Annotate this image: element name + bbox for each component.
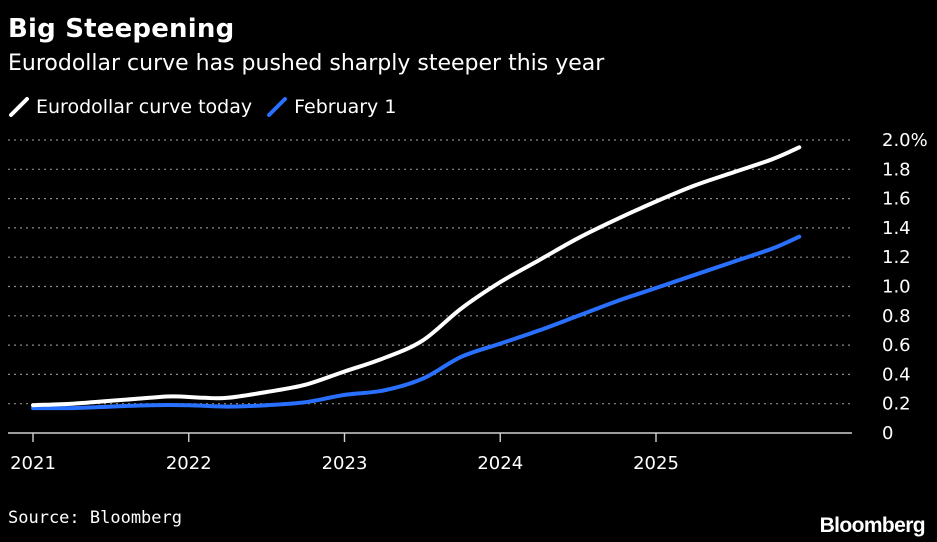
legend-swatch-feb bbox=[267, 97, 288, 117]
x-tick-label: 2023 bbox=[322, 453, 368, 474]
chart-subtitle: Eurodollar curve has pushed sharply stee… bbox=[8, 51, 605, 76]
grid-lines bbox=[8, 139, 852, 405]
y-tick-label: 1.8 bbox=[882, 159, 911, 180]
y-tick-label: 1.4 bbox=[882, 218, 911, 239]
source-note: Source: Bloomberg bbox=[8, 508, 182, 528]
y-tick-label: 0.8 bbox=[882, 306, 911, 327]
series-line-today bbox=[31, 145, 802, 408]
chart-title: Big Steepening bbox=[8, 14, 235, 44]
y-tick-label: 0 bbox=[882, 423, 893, 444]
y-tick-label: 1.2 bbox=[882, 247, 911, 268]
y-tick-label: 0.6 bbox=[882, 335, 911, 356]
y-tick-label: 0.2 bbox=[882, 394, 911, 415]
legend: Eurodollar curve today February 1 bbox=[8, 96, 410, 118]
y-tick-label: 2.0% bbox=[882, 130, 928, 151]
series-lines bbox=[31, 145, 802, 411]
x-tick-label: 2022 bbox=[166, 453, 212, 474]
legend-swatch-today bbox=[9, 97, 29, 117]
x-tick-label: 2021 bbox=[10, 453, 56, 474]
y-axis-labels: 2.0% 1.8 1.6 1.4 1.2 1.0 0.8 0.6 0.4 0.2 0 bbox=[882, 130, 928, 444]
bloomberg-logo: Bloomberg bbox=[819, 514, 926, 537]
legend-item-today: Eurodollar curve today bbox=[8, 96, 252, 118]
series-line-feb bbox=[31, 234, 802, 411]
legend-item-feb: February 1 bbox=[266, 96, 396, 118]
y-tick-label: 0.4 bbox=[882, 364, 911, 385]
x-axis bbox=[8, 432, 852, 442]
legend-label-today: Eurodollar curve today bbox=[36, 96, 253, 118]
y-tick-label: 1.0 bbox=[882, 277, 911, 298]
x-tick-label: 2024 bbox=[477, 453, 523, 474]
y-tick-label: 1.6 bbox=[882, 189, 911, 210]
legend-label-feb: February 1 bbox=[294, 96, 397, 118]
x-tick-label: 2025 bbox=[633, 453, 679, 474]
x-axis-labels: 2021 2022 2023 2024 2025 bbox=[10, 453, 679, 474]
